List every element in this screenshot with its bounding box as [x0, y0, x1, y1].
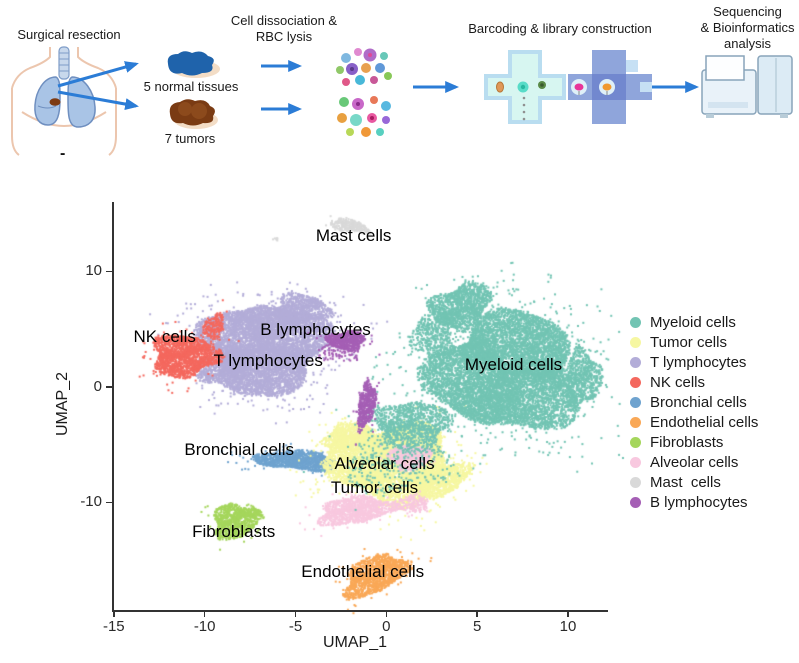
tumor-blob	[169, 99, 218, 129]
sequencer-icon	[701, 55, 793, 118]
trachea-icon	[58, 46, 70, 80]
normal-tissue-blob	[167, 51, 220, 78]
right-lung-icon	[67, 76, 96, 128]
tumor-spot-icon	[49, 98, 61, 106]
microfluidic-chip-icon	[484, 50, 652, 124]
left-lung-icon	[34, 76, 61, 126]
cell-suspension-icon	[337, 96, 391, 137]
cell-suspension-icon	[336, 48, 392, 86]
torso-lungs-illustration	[11, 46, 117, 156]
